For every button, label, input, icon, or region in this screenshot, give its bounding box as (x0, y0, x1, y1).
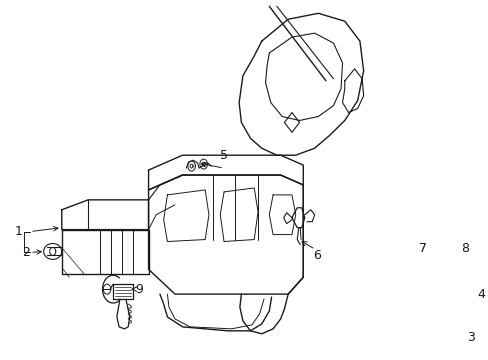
Text: 4: 4 (476, 288, 484, 301)
Text: 5: 5 (220, 149, 227, 162)
Text: 3: 3 (466, 331, 474, 344)
Text: 6: 6 (312, 249, 320, 262)
Text: 7: 7 (418, 242, 426, 255)
Text: 8: 8 (461, 242, 468, 255)
Text: 2: 2 (22, 246, 30, 259)
Text: 9: 9 (136, 283, 143, 296)
Text: 1: 1 (15, 225, 22, 238)
